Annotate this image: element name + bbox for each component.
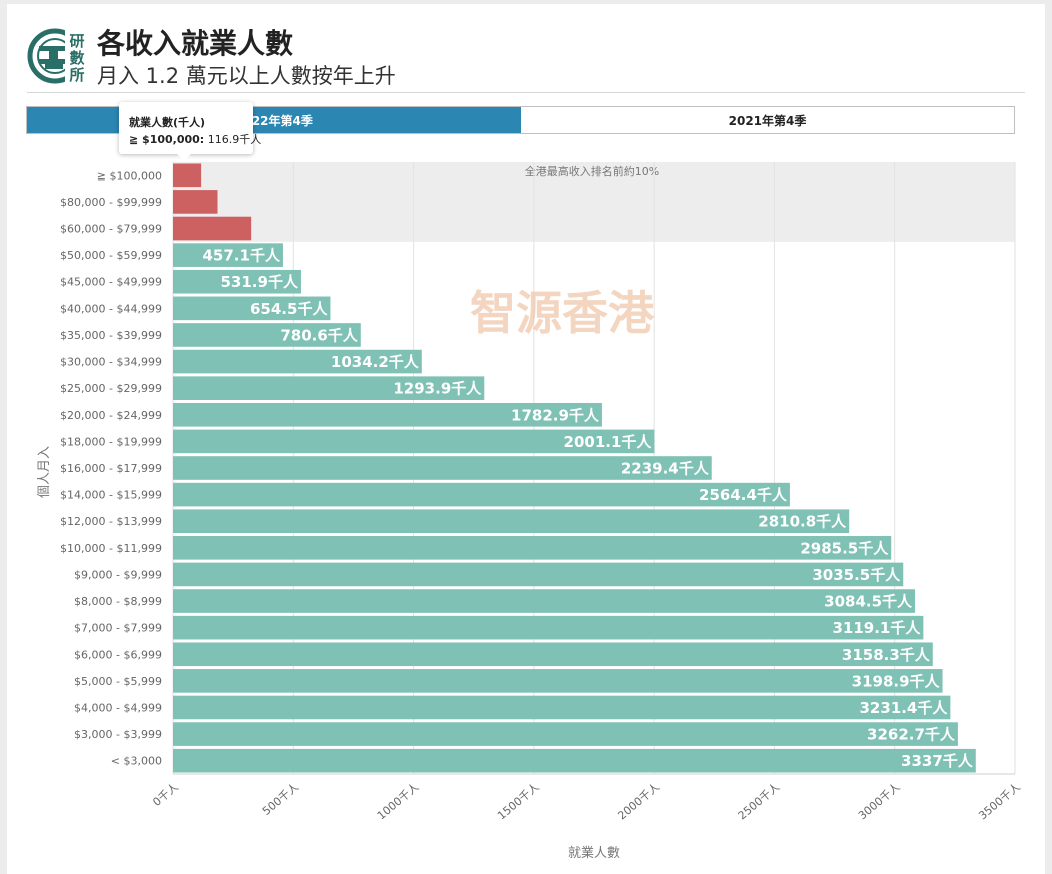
bar xyxy=(173,402,602,427)
y-tick-label: $3,000 - $3,999 xyxy=(74,728,162,741)
y-tick-label: $25,000 - $29,999 xyxy=(60,382,162,395)
bar xyxy=(173,748,976,773)
y-tick-label: $50,000 - $59,999 xyxy=(60,249,162,262)
bar xyxy=(173,695,951,720)
y-axis-title: 個人月入 xyxy=(37,446,52,498)
bar-value-label: 3084.5千人 xyxy=(824,593,913,611)
bar xyxy=(173,376,485,400)
bar-value-label: 1034.2千人 xyxy=(331,353,420,371)
bar xyxy=(173,562,904,587)
chart-card: 研 數 所 各收入就業人數 月入 1.2 萬元以上人數按年上升 2022年第4季… xyxy=(7,4,1045,874)
bar-value-label: 3035.5千人 xyxy=(812,566,901,584)
bar-value-label: 1782.9千人 xyxy=(511,406,600,424)
bar-value-label: 3198.9千人 xyxy=(852,672,941,690)
y-tick-label: $20,000 - $24,999 xyxy=(60,409,162,422)
bar xyxy=(173,589,916,613)
y-tick-label: $4,000 - $4,999 xyxy=(74,701,162,714)
y-tick-label: $18,000 - $19,999 xyxy=(60,435,162,448)
y-tick-label: $9,000 - $9,999 xyxy=(74,568,162,581)
bar xyxy=(173,190,218,214)
bar-value-label: 654.5千人 xyxy=(250,300,328,318)
y-tick-label: $40,000 - $44,999 xyxy=(60,302,162,315)
bar-value-label: 780.6千人 xyxy=(280,326,358,344)
bar-value-label: 3262.7千人 xyxy=(867,726,956,744)
y-tick-label: $7,000 - $7,999 xyxy=(74,622,162,635)
x-tick-label: 3000千人 xyxy=(856,780,903,822)
bar xyxy=(173,536,892,560)
bar xyxy=(173,243,283,267)
toggle-2021q4[interactable]: 2021年第4季 xyxy=(728,113,807,128)
bar xyxy=(173,456,712,480)
logo-icon: 研 數 所 xyxy=(27,28,89,84)
watermark: 智源香港 xyxy=(470,286,655,340)
period-toggle: 2022年第4季 2021年第4季 xyxy=(26,106,1015,134)
bar xyxy=(173,349,422,374)
tooltip-arrow xyxy=(177,154,191,161)
bar xyxy=(173,669,943,693)
x-tick-label: 2500千人 xyxy=(736,780,783,822)
y-tick-label: $16,000 - $17,999 xyxy=(60,462,162,475)
y-tick-label: $35,000 - $39,999 xyxy=(60,329,162,342)
y-tick-label: $12,000 - $13,999 xyxy=(60,515,162,528)
y-tick-label: $8,000 - $8,999 xyxy=(74,595,162,608)
x-tick-label: 1000千人 xyxy=(375,780,422,822)
bar xyxy=(173,482,790,507)
svg-text:研: 研 xyxy=(69,32,84,50)
x-axis-title: 就業人數 xyxy=(568,845,620,861)
bar-value-label: 3158.3千人 xyxy=(842,646,931,664)
toggle-2022q4[interactable]: 2022年第4季 xyxy=(27,107,521,133)
bar xyxy=(173,429,655,454)
bar xyxy=(173,722,958,746)
highlight-band xyxy=(173,162,1015,242)
bar xyxy=(173,615,924,640)
bar-chart: 全港最高收入排名前約10% 0千人 500千人 1000千人 1500千人 2000千人 2… xyxy=(37,162,1023,861)
page-subtitle: 月入 1.2 萬元以上人數按年上升 xyxy=(97,64,396,88)
y-tick-label: $30,000 - $34,999 xyxy=(60,356,162,369)
bar xyxy=(173,642,933,667)
bar xyxy=(173,509,850,534)
bar-value-label: 457.1千人 xyxy=(203,247,281,265)
bar xyxy=(173,269,301,294)
bar xyxy=(173,323,361,347)
x-tick-label: 3500千人 xyxy=(976,780,1023,822)
band-label: 全港最高收入排名前約10% xyxy=(525,164,659,178)
bar-value-label: 3231.4千人 xyxy=(859,699,948,717)
svg-text:所: 所 xyxy=(69,66,84,84)
tooltip: 就業人數(千人) ≧ $100,000: 116.9千人 xyxy=(119,102,261,161)
bar-value-label: 2564.4千人 xyxy=(699,486,788,504)
bar-value-label: 2001.1千人 xyxy=(564,433,653,451)
y-tick-label: $6,000 - $6,999 xyxy=(74,648,162,661)
y-tick-label: < $3,000 xyxy=(111,755,162,768)
bar-value-label: 3119.1千人 xyxy=(832,619,921,637)
y-tick-label: ≧ $100,000 xyxy=(97,169,162,182)
x-tick-label: 0千人 xyxy=(150,780,181,809)
tooltip-label: ≧ $100,000: xyxy=(129,133,205,146)
bar-value-label: 1293.9千人 xyxy=(393,380,482,398)
bar-value-label: 531.9千人 xyxy=(221,273,299,291)
svg-text:數: 數 xyxy=(69,49,84,67)
y-tick-label: $45,000 - $49,999 xyxy=(60,276,162,289)
bar xyxy=(173,216,252,241)
bar-value-label: 2239.4千人 xyxy=(621,460,710,478)
x-tick-label: 500千人 xyxy=(260,780,301,818)
page-title: 各收入就業人數 xyxy=(97,27,294,60)
x-tick-label: 2000千人 xyxy=(615,780,662,822)
tooltip-title: 就業人數(千人) xyxy=(129,116,206,129)
bar-value-label: 2810.8千人 xyxy=(758,513,847,531)
x-tick-label: 1500千人 xyxy=(495,780,542,822)
tooltip-line: ≧ $100,000: 116.9千人 xyxy=(129,131,261,147)
bar xyxy=(173,296,331,321)
y-tick-label: $5,000 - $5,999 xyxy=(74,675,162,688)
y-tick-label: $10,000 - $11,999 xyxy=(60,542,162,555)
y-tick-label: $60,000 - $79,999 xyxy=(60,223,162,236)
y-tick-label: $80,000 - $99,999 xyxy=(60,196,162,209)
header-divider xyxy=(27,92,1025,93)
y-tick-label: $14,000 - $15,999 xyxy=(60,489,162,502)
bar-value-label: 3337千人 xyxy=(901,752,974,770)
bar xyxy=(173,163,202,188)
bar-value-label: 2985.5千人 xyxy=(800,539,889,557)
tooltip-value: 116.9千人 xyxy=(207,133,262,146)
